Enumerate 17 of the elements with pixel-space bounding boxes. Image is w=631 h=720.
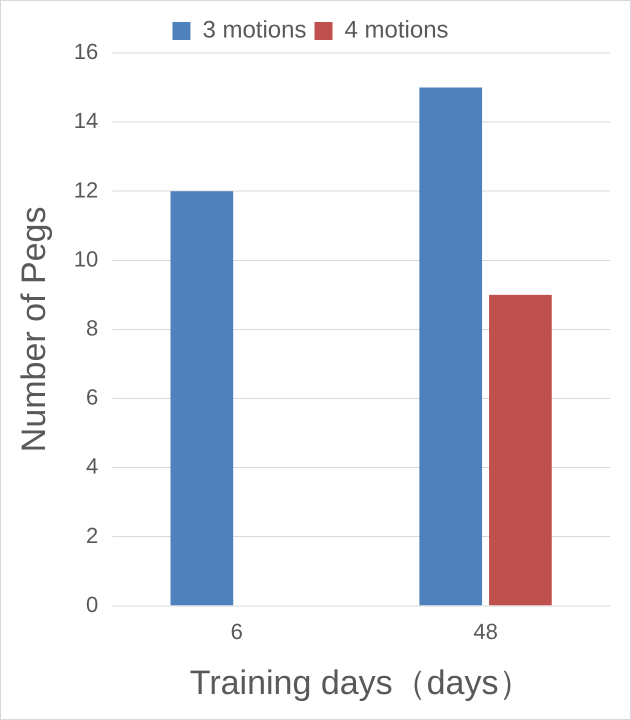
x-axis-title: Training days（days） xyxy=(190,664,532,702)
y-tick-label: 10 xyxy=(74,246,98,272)
y-tick-label: 16 xyxy=(74,39,98,64)
legend-label: 4 motions xyxy=(344,16,449,44)
y-tick-label: 2 xyxy=(86,522,98,548)
y-tick-label: 14 xyxy=(74,108,98,134)
y-axis-title: Number of Pegs xyxy=(14,206,53,452)
legend-label: 3 motions xyxy=(202,16,307,44)
y-tick-label: 0 xyxy=(86,592,98,617)
bar xyxy=(489,294,552,606)
y-tick-label: 4 xyxy=(86,454,98,479)
y-tick-label: 12 xyxy=(74,177,98,202)
x-tick-label: 48 xyxy=(473,619,498,644)
bar xyxy=(170,191,234,606)
y-tick-label: 6 xyxy=(86,384,98,410)
bar xyxy=(419,88,482,606)
y-tick-label: 8 xyxy=(86,315,98,340)
